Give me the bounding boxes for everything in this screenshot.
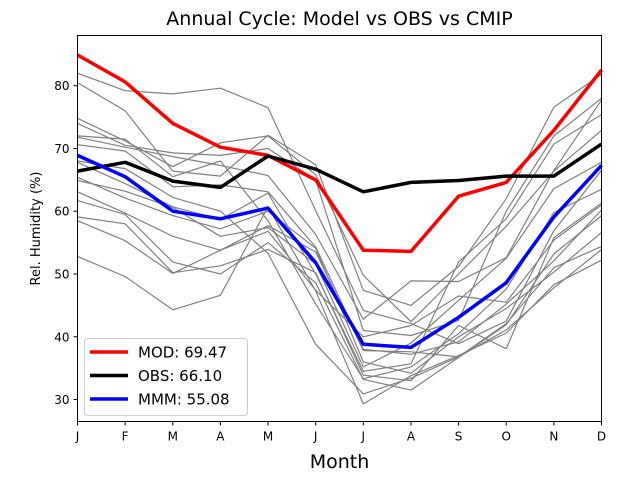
x-tick-label: A	[407, 430, 416, 444]
y-tick-label: 70	[54, 142, 69, 156]
legend-box	[84, 338, 248, 416]
chart-title: Annual Cycle: Model vs OBS vs CMIP	[166, 8, 512, 30]
y-tick-label: 30	[54, 393, 69, 407]
mmm-legend-label: MMM: 55.08	[138, 391, 230, 409]
y-tick-label: 50	[54, 268, 69, 282]
ensemble-line-5	[77, 99, 602, 320]
ensemble-line-3	[77, 97, 602, 337]
x-tick-label: M	[263, 430, 273, 444]
plot-frame	[77, 35, 602, 422]
ensemble-line-16	[77, 160, 602, 395]
y-tick-label: 40	[54, 330, 69, 344]
ensemble-line-10	[77, 191, 602, 338]
x-tick-label: J	[361, 430, 366, 444]
obs-legend-label: OBS: 66.10	[138, 367, 222, 385]
obs-line	[77, 142, 603, 194]
highlight-lines	[76, 53, 603, 350]
ensemble-line-2	[77, 73, 602, 306]
x-tick-label: J	[313, 430, 318, 444]
x-tick-label: D	[597, 430, 606, 444]
ensemble-line-4	[77, 117, 602, 323]
y-tick-label: 80	[54, 79, 69, 93]
ensemble-line-6	[77, 144, 602, 355]
x-tick-label: A	[216, 430, 225, 444]
x-axis-label: Month	[310, 451, 370, 473]
ensemble-line-1	[77, 72, 602, 345]
mod-line	[76, 53, 603, 254]
x-tick-label: J	[75, 430, 80, 444]
y-tick-label: 60	[54, 205, 69, 219]
x-tick-label: M	[168, 430, 178, 444]
x-tick-label: F	[122, 430, 129, 444]
x-tick-label: N	[549, 430, 558, 444]
ensemble-line-15	[77, 135, 602, 380]
ensemble-line-12	[77, 202, 602, 382]
mmm-line	[76, 153, 603, 350]
x-tick-label: O	[502, 430, 511, 444]
y-axis-ticks: 30 40 50 60 70 80	[54, 79, 78, 407]
legend: MOD: 69.47 OBS: 66.10 MMM: 55.08	[84, 338, 248, 416]
x-tick-label: S	[455, 430, 463, 444]
ensemble-line-11	[77, 200, 602, 391]
ensemble-line-14	[77, 206, 602, 405]
mod-legend-label: MOD: 69.47	[138, 344, 227, 362]
y-axis-label: Rel. Humidity (%)	[29, 172, 44, 286]
